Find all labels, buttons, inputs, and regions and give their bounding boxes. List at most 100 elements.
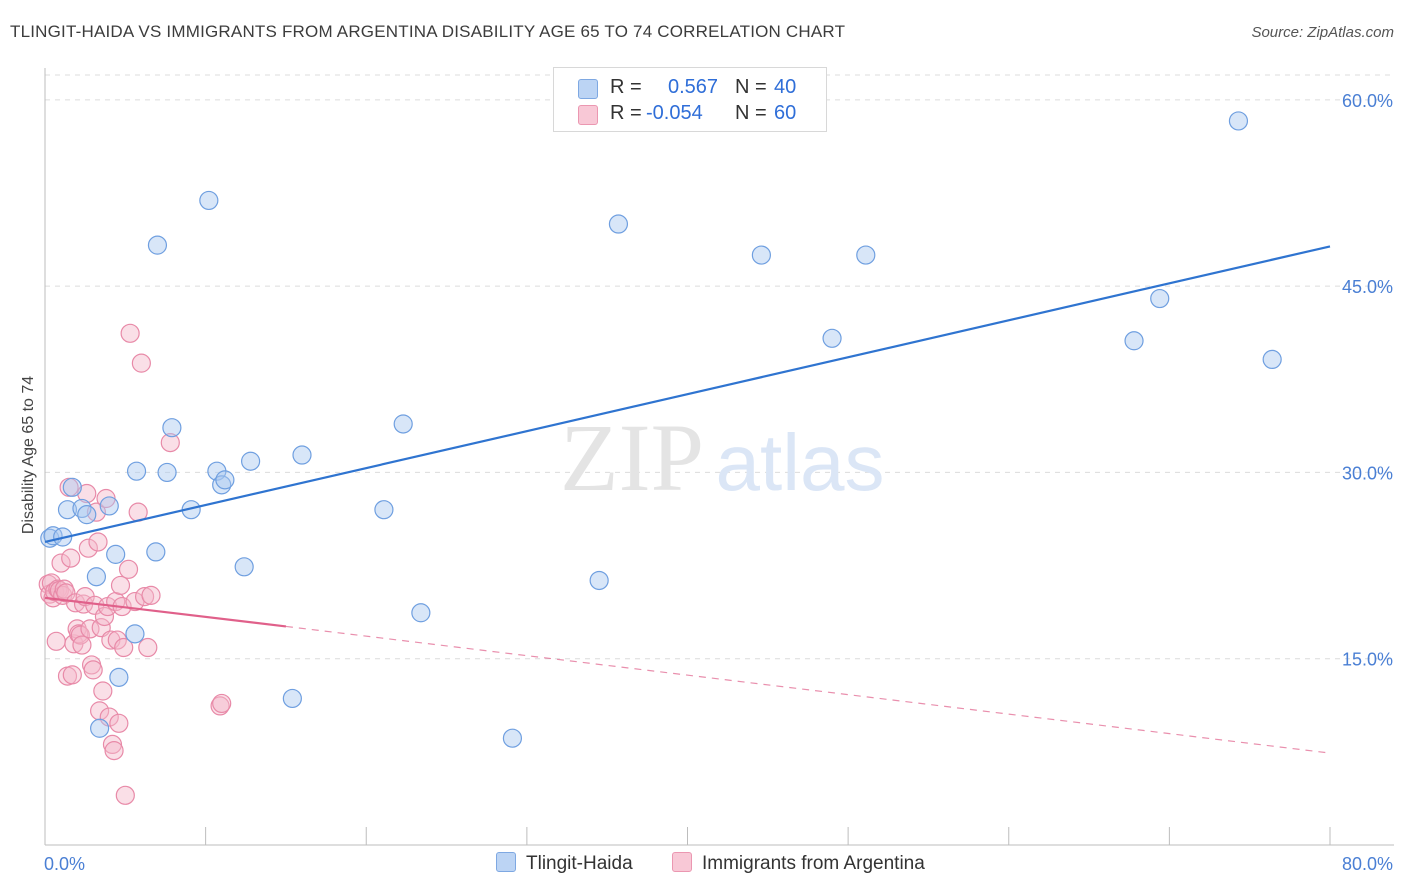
axis-ticks: 15.0% 30.0% 45.0% 60.0% 0.0% 80.0%	[44, 91, 1393, 874]
point-argentina	[104, 741, 124, 761]
point-tlingit-haida	[608, 214, 629, 234]
point-argentina	[83, 660, 103, 680]
point-tlingit-haida	[1150, 288, 1170, 309]
point-tlingit-haida	[106, 544, 126, 564]
point-argentina	[160, 433, 180, 453]
point-tlingit-haida	[99, 496, 119, 516]
point-tlingit-haida	[282, 688, 302, 709]
legend-n-value: 40	[774, 76, 797, 98]
point-argentina	[46, 631, 66, 651]
watermark: ZIP atlas	[560, 404, 884, 511]
trend-line-argentina	[44, 596, 287, 628]
point-tlingit-haida	[1262, 349, 1282, 370]
chart-title: TLINGIT-HAIDA VS IMMIGRANTS FROM ARGENTI…	[10, 22, 846, 41]
watermark-atlas: atlas	[716, 418, 885, 507]
point-tlingit-haida	[146, 542, 166, 562]
point-tlingit-haida	[411, 603, 431, 623]
point-argentina	[109, 713, 129, 733]
legend-n-value: 60	[774, 102, 797, 124]
y-tick-label: 60.0%	[1342, 91, 1393, 111]
axes	[44, 68, 1394, 846]
series-blue-points	[40, 111, 1282, 748]
point-argentina	[70, 625, 90, 645]
stats-legend: R = 0.567 N = 40 R = -0.054 N = 60	[553, 67, 827, 132]
bottom-legend-tlingit: Tlingit-Haida	[496, 852, 633, 875]
point-tlingit-haida	[1124, 331, 1144, 351]
point-argentina	[114, 637, 134, 658]
legend-n-label: N =	[735, 102, 767, 124]
point-argentina	[51, 553, 71, 573]
point-argentina	[56, 583, 76, 603]
point-tlingit-haida	[126, 461, 147, 481]
point-tlingit-haida	[109, 667, 129, 687]
point-tlingit-haida	[199, 190, 219, 211]
bottom-legend-label: Tlingit-Haida	[526, 853, 633, 874]
trend-lines	[44, 245, 1331, 754]
point-tlingit-haida	[751, 245, 771, 265]
point-tlingit-haida	[215, 470, 235, 490]
point-tlingit-haida	[86, 567, 107, 587]
point-argentina	[107, 630, 127, 650]
point-tlingit-haida	[77, 505, 97, 525]
legend-r-label: R =	[610, 102, 642, 124]
legend-r-value: 0.567	[668, 76, 719, 98]
point-tlingit-haida	[292, 445, 312, 465]
y-tick-label: 30.0%	[1342, 463, 1393, 483]
point-tlingit-haida	[162, 418, 182, 438]
point-argentina	[88, 532, 108, 552]
point-tlingit-haida	[62, 477, 82, 497]
legend-r-value: -0.054	[646, 102, 703, 124]
point-argentina	[62, 665, 82, 685]
point-argentina	[134, 587, 155, 607]
point-argentina	[115, 785, 135, 805]
point-tlingit-haida	[502, 728, 523, 748]
point-tlingit-haida	[147, 235, 168, 255]
legend-swatch-blue	[578, 79, 598, 99]
point-argentina	[93, 681, 113, 701]
bottom-legend-label: Immigrants from Argentina	[702, 853, 925, 874]
point-tlingit-haida	[589, 570, 609, 591]
point-argentina	[90, 701, 110, 721]
point-tlingit-haida	[241, 451, 261, 471]
point-tlingit-haida	[374, 500, 394, 520]
x-tick-label: 0.0%	[44, 854, 85, 874]
point-argentina	[69, 624, 89, 644]
bottom-legend-argentina: Immigrants from Argentina	[672, 852, 925, 875]
bottom-legend-swatch-blue	[496, 852, 516, 872]
point-argentina	[141, 585, 161, 605]
point-tlingit-haida	[125, 624, 145, 644]
bottom-legend-swatch-pink	[672, 852, 692, 872]
y-tick-label: 15.0%	[1342, 650, 1393, 670]
point-tlingit-haida	[1228, 111, 1249, 131]
point-tlingit-haida	[234, 557, 254, 577]
x-tick-label: 80.0%	[1342, 854, 1393, 874]
point-argentina	[102, 734, 123, 755]
legend-n-label: N =	[735, 76, 767, 98]
trend-line-argentina-extended	[285, 625, 1331, 754]
point-argentina	[138, 637, 158, 658]
y-tick-label: 45.0%	[1342, 277, 1393, 297]
point-argentina	[61, 548, 81, 568]
trend-line-tlingit-haida	[44, 245, 1331, 544]
series-pink-points	[38, 323, 232, 805]
point-tlingit-haida	[822, 328, 842, 348]
point-argentina	[212, 693, 232, 714]
point-tlingit-haida	[90, 718, 110, 738]
point-argentina	[110, 575, 131, 596]
point-tlingit-haida	[856, 245, 876, 265]
point-argentina	[118, 559, 139, 579]
point-argentina	[120, 323, 140, 343]
source-label: Source: ZipAtlas.com	[1251, 24, 1394, 41]
point-tlingit-haida	[393, 414, 413, 434]
point-tlingit-haida	[57, 500, 78, 520]
watermark-zip: ZIP	[560, 404, 704, 511]
point-argentina	[72, 635, 92, 655]
point-argentina	[77, 483, 97, 504]
point-tlingit-haida	[157, 462, 177, 483]
y-axis-label: Disability Age 65 to 74	[20, 376, 37, 534]
legend-r-label: R =	[610, 76, 642, 98]
point-argentina	[78, 538, 98, 558]
point-argentina	[131, 353, 151, 373]
legend-swatch-pink	[578, 105, 598, 125]
